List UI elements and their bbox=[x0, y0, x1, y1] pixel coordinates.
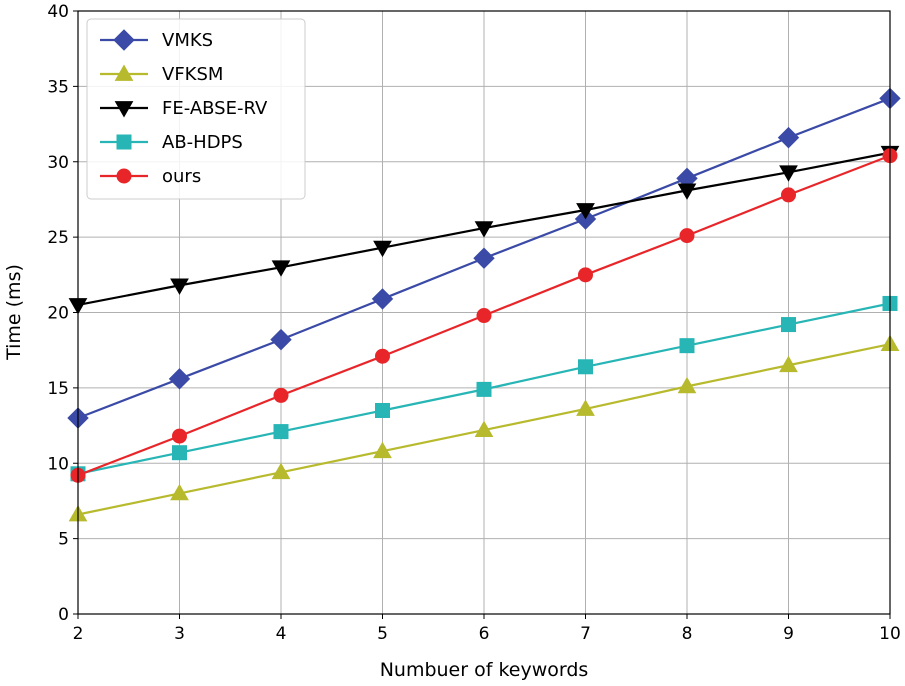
legend: VMKS VFKSM FE-ABSE-RV AB-HDPS ours bbox=[86, 18, 306, 200]
data-point-vmks bbox=[168, 368, 191, 390]
data-point-vmks bbox=[270, 328, 292, 351]
data-point-fe-abse-rv bbox=[474, 221, 494, 238]
data-point-ours bbox=[679, 228, 695, 244]
data-point-ab-hdps bbox=[578, 359, 593, 375]
legend-marker-fe-abse-rv bbox=[114, 101, 134, 118]
y-tick-label: 40 bbox=[47, 2, 69, 22]
x-axis-label: Numbuer of keywords bbox=[380, 659, 589, 681]
data-point-vmks bbox=[473, 247, 495, 269]
data-point-vmks bbox=[777, 126, 800, 149]
legend-label-vfksm: VFKSM bbox=[162, 64, 223, 85]
y-tick-label: 35 bbox=[47, 77, 69, 97]
data-point-ours bbox=[375, 348, 390, 364]
y-tick-label: 30 bbox=[47, 153, 69, 173]
data-point-fe-abse-rv bbox=[373, 240, 392, 258]
data-point-ab-hdps bbox=[172, 445, 187, 461]
series-vmks bbox=[67, 87, 901, 429]
x-tick-label: 6 bbox=[479, 624, 490, 644]
y-axis-label: Time (ms) bbox=[3, 264, 25, 361]
x-tick-label: 8 bbox=[682, 624, 693, 644]
data-point-ab-hdps bbox=[476, 381, 492, 397]
data-point-vfksm bbox=[779, 355, 798, 373]
y-axis-ticks: 0 5 10 15 20 25 30 35 40 bbox=[47, 2, 78, 625]
legend-item-ours: ours bbox=[100, 166, 201, 187]
data-point-ab-hdps bbox=[781, 317, 796, 333]
data-point-ab-hdps bbox=[273, 424, 289, 440]
data-point-fe-abse-rv bbox=[271, 260, 291, 277]
data-point-ours bbox=[781, 187, 796, 203]
legend-box bbox=[86, 18, 306, 200]
data-point-vfksm bbox=[170, 483, 189, 501]
y-tick-label: 10 bbox=[47, 454, 69, 474]
data-point-fe-abse-rv bbox=[170, 278, 189, 295]
legend-marker-vmks bbox=[113, 29, 135, 51]
data-point-vfksm bbox=[271, 462, 291, 480]
data-point-vfksm bbox=[677, 376, 697, 394]
data-point-vfksm bbox=[474, 420, 494, 437]
data-point-vfksm bbox=[373, 441, 392, 459]
legend-label-ours: ours bbox=[162, 166, 201, 187]
x-axis-ticks: 2 3 4 5 6 7 8 9 10 bbox=[73, 614, 901, 644]
data-point-fe-abse-rv bbox=[779, 165, 798, 182]
data-point-ours bbox=[273, 387, 289, 403]
data-point-ab-hdps bbox=[375, 402, 390, 418]
legend-item-ab-hdps: AB-HDPS bbox=[100, 132, 243, 153]
data-point-ours bbox=[578, 267, 593, 283]
x-tick-label: 7 bbox=[580, 624, 591, 644]
legend-item-vfksm: VFKSM bbox=[100, 64, 223, 85]
data-point-vfksm bbox=[576, 399, 595, 416]
legend-item-fe-abse-rv: FE-ABSE-RV bbox=[100, 98, 268, 119]
legend-label-ab-hdps: AB-HDPS bbox=[162, 132, 243, 153]
legend-marker-ours bbox=[116, 168, 132, 184]
y-tick-label: 15 bbox=[47, 379, 69, 399]
data-point-ab-hdps bbox=[679, 338, 695, 354]
y-tick-label: 25 bbox=[47, 228, 69, 248]
legend-marker-vfksm bbox=[114, 64, 134, 81]
legend-label-vmks: VMKS bbox=[162, 30, 213, 51]
x-tick-label: 3 bbox=[174, 624, 185, 644]
data-point-fe-abse-rv bbox=[576, 203, 595, 220]
series-group bbox=[67, 87, 901, 522]
x-tick-label: 9 bbox=[783, 624, 794, 644]
data-point-ours bbox=[476, 308, 492, 324]
data-point-fe-abse-rv bbox=[677, 183, 697, 200]
legend-label-fe-abse-rv: FE-ABSE-RV bbox=[162, 98, 268, 119]
data-point-ours bbox=[172, 428, 187, 444]
y-tick-label: 0 bbox=[58, 605, 69, 625]
x-tick-label: 10 bbox=[879, 624, 901, 644]
x-tick-label: 4 bbox=[276, 624, 287, 644]
legend-item-vmks: VMKS bbox=[100, 29, 213, 51]
y-tick-label: 20 bbox=[47, 304, 69, 324]
data-point-vmks bbox=[371, 288, 394, 310]
y-tick-label: 5 bbox=[58, 530, 69, 550]
x-tick-label: 2 bbox=[73, 624, 84, 644]
x-tick-label: 5 bbox=[377, 624, 388, 644]
legend-marker-ab-hdps bbox=[116, 134, 132, 150]
